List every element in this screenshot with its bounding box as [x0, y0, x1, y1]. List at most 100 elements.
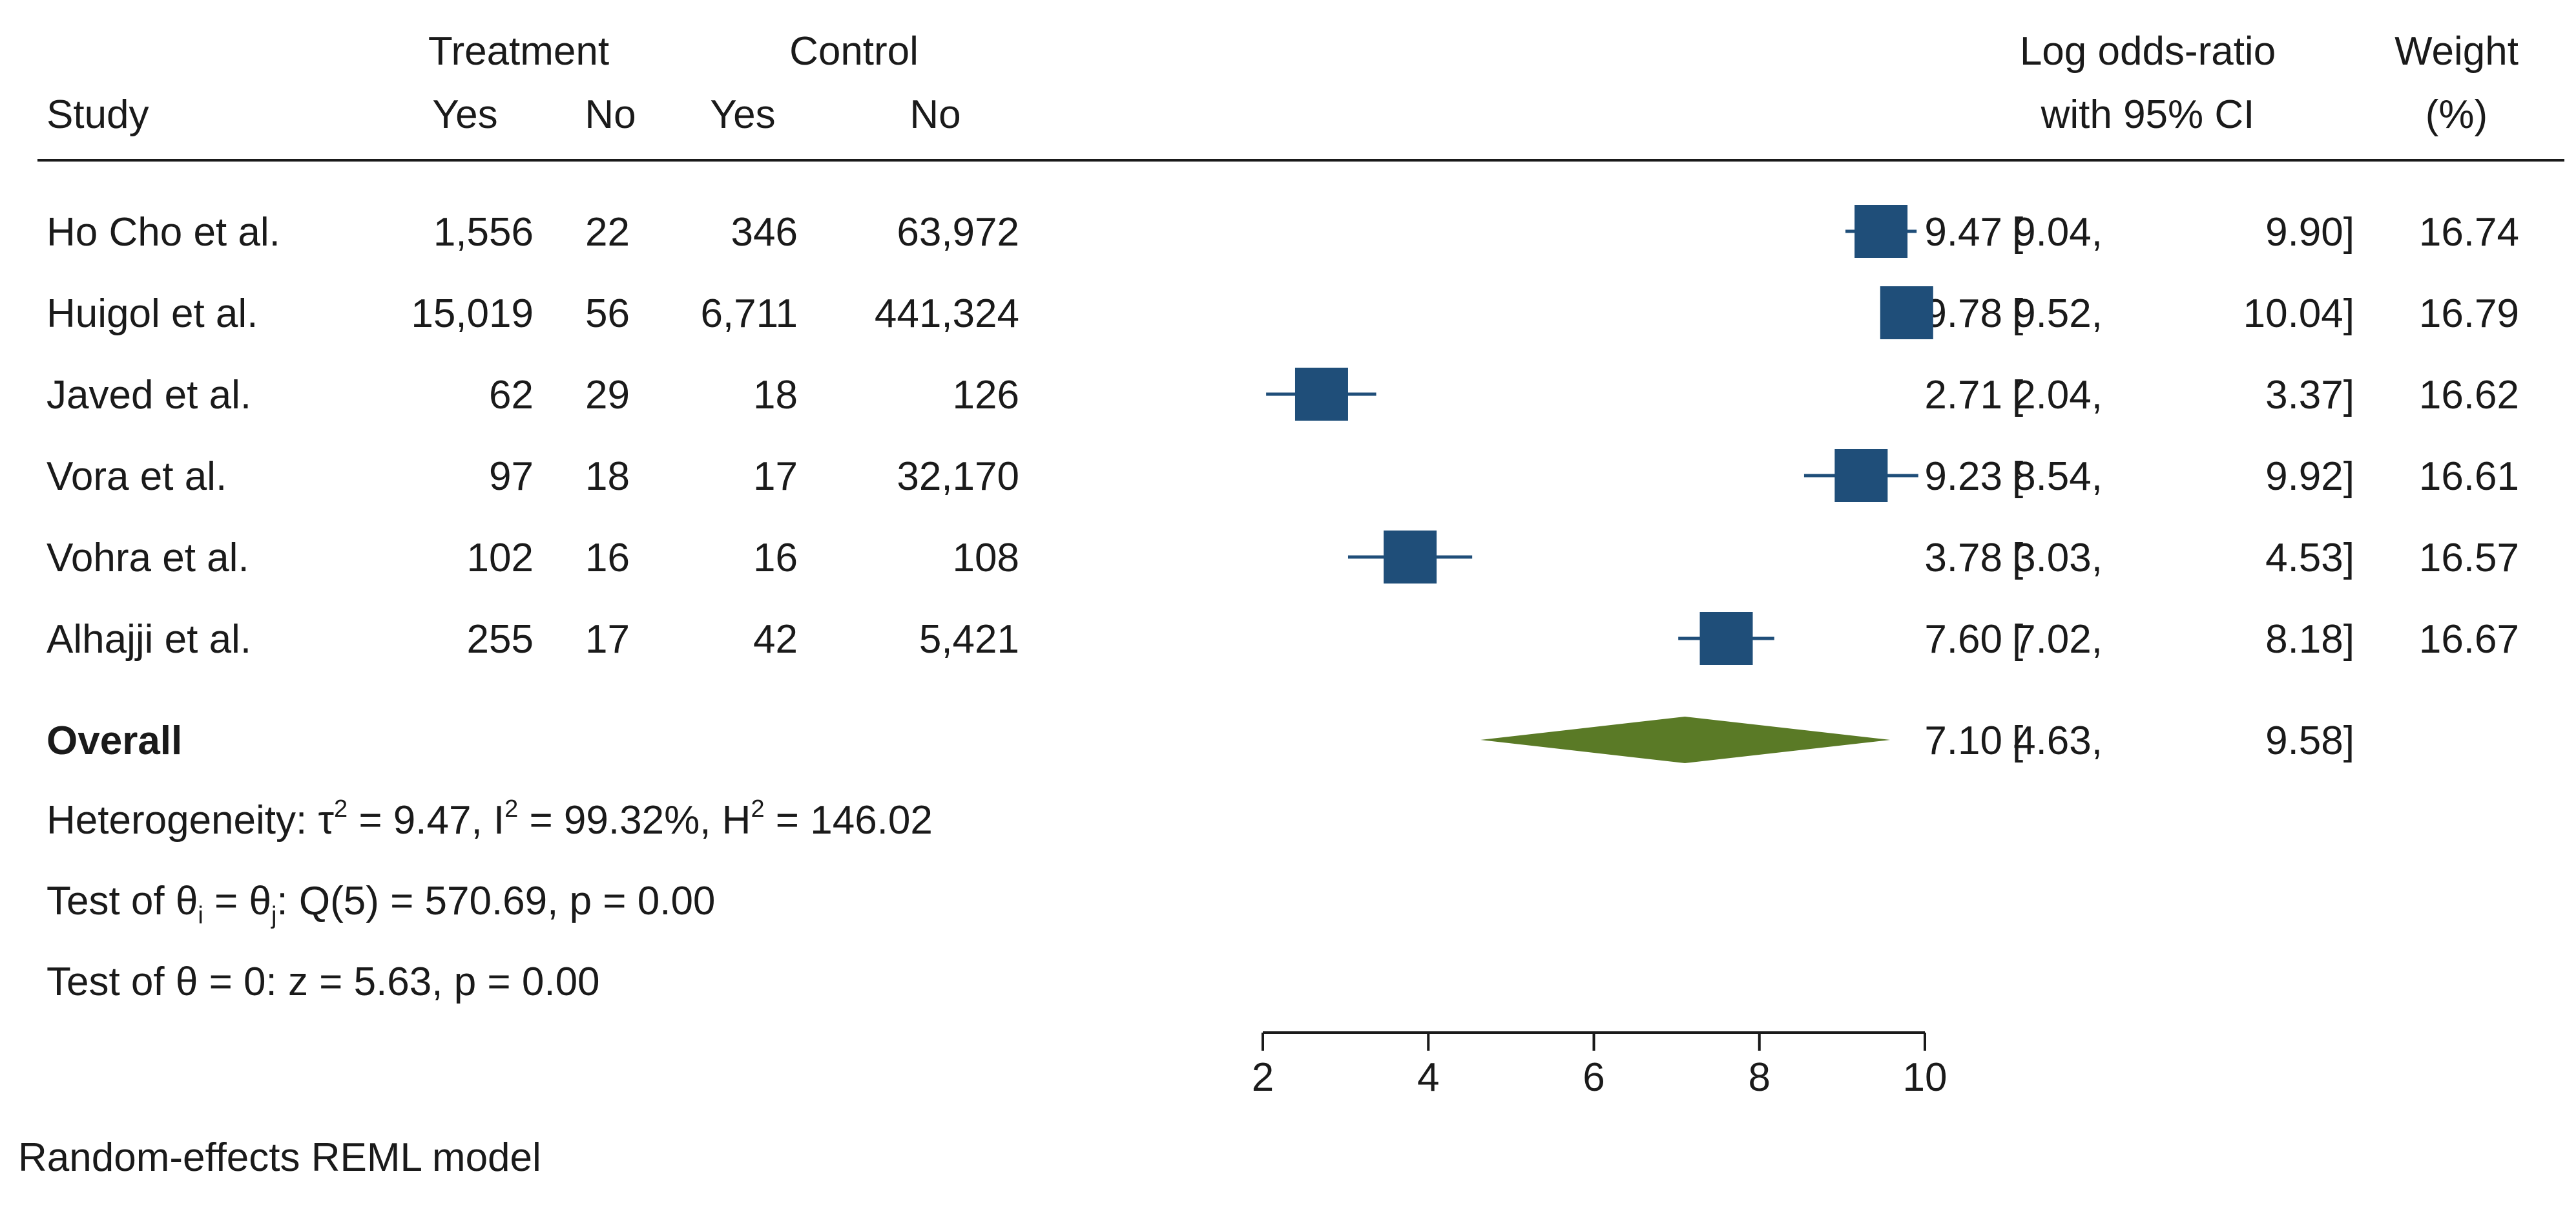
ci-low-value: 9.52,: [2013, 291, 2103, 336]
header-treatment-no: No: [585, 92, 636, 137]
header-study: Study: [47, 92, 149, 137]
homogeneity-test: Test of θi = θj: Q(5) = 570.69, p = 0.00: [47, 879, 715, 929]
estimate-value: 7.60: [1924, 617, 2002, 662]
ci-low-value: 8.54,: [2013, 454, 2103, 499]
study-row: Javed et al. 62 29 18 126 2.71 [2.04, 3.37] 16.6…: [47, 368, 2519, 421]
ci-high-value: 9.90]: [2265, 210, 2354, 255]
overall-ci-high: 9.58]: [2265, 719, 2354, 763]
control-no-cell: 32,170: [897, 454, 1019, 499]
treatment-no-cell: 18: [585, 454, 630, 499]
x-axis: 2 4 6 8 10: [1252, 1031, 1947, 1100]
treatment-yes-cell: 1,556: [433, 210, 534, 255]
x-tick-label: 2: [1252, 1055, 1274, 1100]
treatment-yes-cell: 15,019: [411, 291, 534, 336]
treatment-no-cell: 56: [585, 291, 630, 336]
x-tick-label: 4: [1417, 1055, 1439, 1100]
study-marker: [1834, 449, 1888, 502]
control-no-cell: 108: [953, 536, 1019, 580]
ci-bracket-open: [: [2012, 210, 2023, 255]
control-no-cell: 126: [953, 373, 1019, 417]
study-row: Vohra et al. 102 16 16 108 3.78 [3.03, 4.53] 16.…: [47, 531, 2519, 584]
ci-high-value: 4.53]: [2265, 536, 2354, 580]
ci-low-value: 3.03,: [2013, 536, 2103, 580]
ci-high-value: 10.04]: [2243, 291, 2354, 336]
ci-bracket-open: [: [2012, 454, 2023, 499]
study-row: Huigol et al. 15,019 56 6,711 441,324 9.78 [9.…: [47, 286, 2519, 339]
ci-low-value: 2.04,: [2013, 373, 2103, 417]
weight-value: 16.74: [2419, 210, 2519, 255]
overall-ci-low: 4.63,: [2013, 719, 2103, 763]
study-name: Vohra et al.: [47, 536, 249, 580]
control-no-cell: 63,972: [897, 210, 1019, 255]
study-row: Ho Cho et al. 1,556 22 346 63,972 9.47 [9.04, 9…: [47, 205, 2519, 258]
study-marker: [1880, 286, 1933, 339]
ci-high-value: 3.37]: [2265, 373, 2354, 417]
ci-low-value: 9.04,: [2013, 210, 2103, 255]
weight-value: 16.57: [2419, 536, 2519, 580]
study-name: Huigol et al.: [47, 291, 258, 336]
header-effect-line2: with 95% CI: [2041, 92, 2255, 137]
control-yes-cell: 42: [753, 617, 798, 662]
control-no-cell: 5,421: [919, 617, 1019, 662]
x-tick-label: 8: [1749, 1055, 1771, 1100]
header-weight-line1: Weight: [2394, 29, 2519, 74]
study-marker: [1699, 612, 1753, 665]
estimate-value: 3.78: [1924, 536, 2002, 580]
estimate-value: 9.47: [1924, 210, 2002, 255]
overall-effect-test: Test of θ = 0: z = 5.63, p = 0.00: [47, 960, 600, 1004]
study-row: Alhajji et al. 255 17 42 5,421 7.60 [7.02, 8.18…: [47, 612, 2519, 665]
treatment-yes-cell: 255: [467, 617, 534, 662]
study-row: Vora et al. 97 18 17 32,170 9.23 [8.54, 9.92] 16…: [47, 449, 2519, 502]
weight-value: 16.62: [2419, 373, 2519, 417]
x-tick-label: 6: [1583, 1055, 1605, 1100]
control-yes-cell: 18: [753, 373, 798, 417]
ci-bracket-open: [: [2012, 536, 2023, 580]
weight-value: 16.67: [2419, 617, 2519, 662]
ci-bracket-open: [: [2012, 617, 2023, 662]
control-yes-cell: 16: [753, 536, 798, 580]
ci-high-value: 9.92]: [2265, 454, 2354, 499]
control-yes-cell: 346: [731, 210, 798, 255]
header-weight-line2: (%): [2425, 92, 2488, 137]
treatment-no-cell: 17: [585, 617, 630, 662]
study-rows: Ho Cho et al. 1,556 22 346 63,972 9.47 [9.04, 9…: [47, 205, 2519, 665]
ci-bracket-open: [: [2012, 291, 2023, 336]
control-yes-cell: 6,711: [700, 291, 798, 336]
study-marker: [1854, 205, 1908, 258]
estimate-value: 9.78: [1924, 291, 2002, 336]
control-no-cell: 441,324: [875, 291, 1019, 336]
header-control-yes: Yes: [710, 92, 775, 137]
overall-bracket-open: [: [2012, 719, 2023, 763]
study-name: Alhajji et al.: [47, 617, 251, 662]
study-marker: [1384, 531, 1437, 584]
ci-high-value: 8.18]: [2265, 617, 2354, 662]
treatment-yes-cell: 62: [489, 373, 534, 417]
study-marker: [1294, 368, 1348, 421]
overall-diamond: [1480, 717, 1891, 763]
treatment-yes-cell: 102: [467, 536, 534, 580]
header-control-no: No: [909, 92, 961, 137]
study-name: Javed et al.: [47, 373, 251, 417]
treatment-yes-cell: 97: [489, 454, 534, 499]
overall-estimate: 7.10: [1924, 719, 2002, 763]
header-effect-line1: Log odds-ratio: [2020, 29, 2276, 74]
model-note: Random-effects REML model: [18, 1135, 541, 1180]
control-yes-cell: 17: [753, 454, 798, 499]
study-name: Vora et al.: [47, 454, 227, 499]
treatment-no-cell: 22: [585, 210, 630, 255]
treatment-no-cell: 29: [585, 373, 630, 417]
header-treatment-yes: Yes: [432, 92, 497, 137]
estimate-value: 2.71: [1924, 373, 2002, 417]
header-treatment: Treatment: [428, 29, 609, 74]
heterogeneity-stats: Heterogeneity: τ2 = 9.47, I2 = 99.32%, H…: [47, 795, 933, 843]
study-name: Ho Cho et al.: [47, 210, 280, 255]
overall-label: Overall: [47, 719, 182, 763]
weight-value: 16.79: [2419, 291, 2519, 336]
ci-low-value: 7.02,: [2013, 617, 2103, 662]
estimate-value: 9.23: [1924, 454, 2002, 499]
weight-value: 16.61: [2419, 454, 2519, 499]
header-control: Control: [789, 29, 919, 74]
treatment-no-cell: 16: [585, 536, 630, 580]
overall-row: Overall 7.10 [ 4.63, 9.58]: [47, 717, 2354, 763]
